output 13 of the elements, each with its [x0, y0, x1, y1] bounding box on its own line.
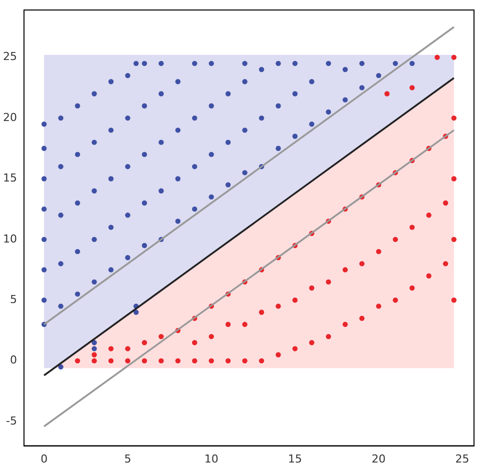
x-tick-label: 15	[288, 452, 302, 466]
x-tick-label: 5	[124, 452, 132, 466]
y-tick-label: 25	[2, 50, 17, 64]
y-tick-label: 5	[10, 292, 17, 306]
x-tick-label: 25	[455, 452, 470, 466]
y-tick-label: -5	[6, 414, 17, 428]
y-tick-label: 10	[2, 232, 17, 246]
x-tick-label: 20	[372, 452, 386, 466]
y-tick-label: 0	[10, 354, 17, 367]
y-tick-label: 15	[2, 172, 17, 185]
x-tick-label: 10	[204, 452, 218, 466]
x-tick-label: 0	[40, 452, 48, 466]
y-tick-label: 20	[2, 110, 17, 124]
